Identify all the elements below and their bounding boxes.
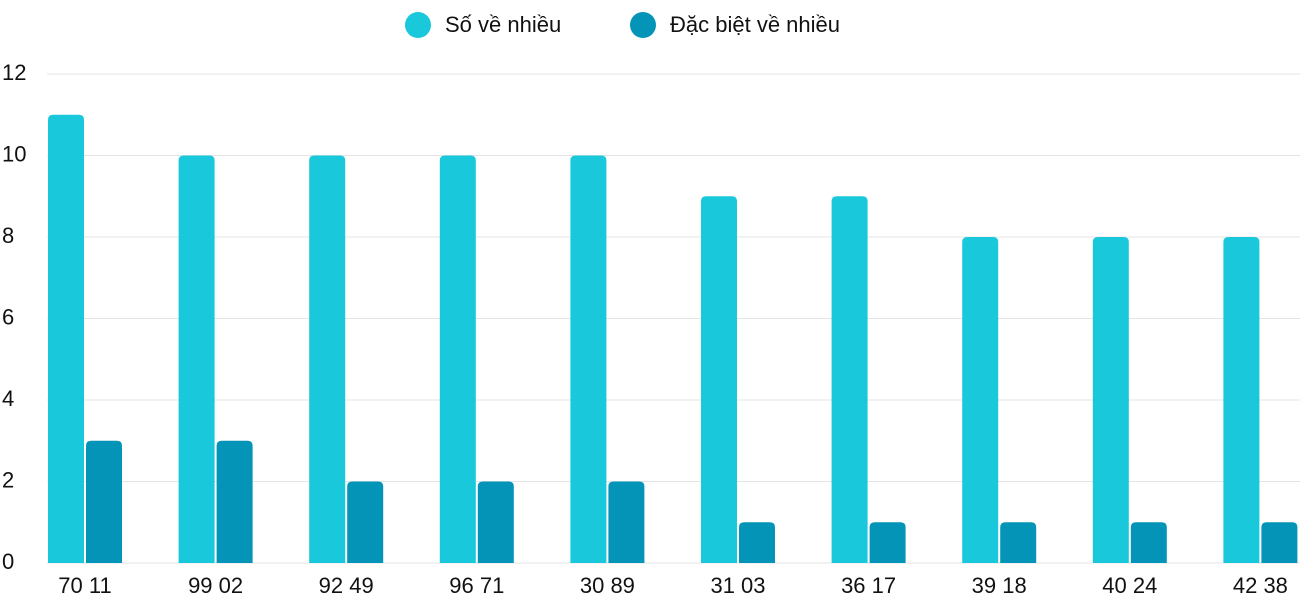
bar bbox=[347, 481, 384, 563]
bar bbox=[701, 196, 737, 563]
x-tick-label: 92 49 bbox=[319, 573, 374, 598]
x-tick-label: 31 03 bbox=[710, 573, 765, 598]
legend-marker bbox=[405, 12, 431, 38]
bar bbox=[477, 481, 514, 563]
bar bbox=[1092, 237, 1129, 563]
bar bbox=[439, 155, 476, 563]
bar bbox=[1223, 237, 1260, 563]
bar bbox=[1000, 522, 1037, 563]
x-tick-label: 70 11 bbox=[58, 573, 111, 598]
x-tick-label: 96 71 bbox=[449, 573, 504, 598]
bar bbox=[178, 155, 215, 563]
x-tick-label: 40 24 bbox=[1102, 573, 1157, 598]
y-tick-label: 4 bbox=[2, 386, 14, 411]
bar bbox=[48, 114, 84, 563]
bar bbox=[1261, 522, 1298, 563]
bar bbox=[608, 481, 645, 563]
bar bbox=[831, 196, 868, 563]
bar bbox=[962, 237, 999, 563]
y-tick-label: 10 bbox=[2, 141, 26, 166]
legend-marker bbox=[630, 12, 656, 38]
bar bbox=[570, 155, 607, 563]
x-tick-label: 36 17 bbox=[841, 573, 896, 598]
x-tick-label: 39 18 bbox=[972, 573, 1027, 598]
x-tick-label: 99 02 bbox=[188, 573, 243, 598]
bar bbox=[1130, 522, 1167, 563]
bar bbox=[86, 440, 122, 563]
bar bbox=[869, 522, 906, 563]
legend-label: Đặc biệt về nhiều bbox=[670, 12, 840, 37]
y-tick-label: 2 bbox=[2, 467, 14, 492]
x-tick-label: 30 89 bbox=[580, 573, 635, 598]
bar bbox=[309, 155, 346, 563]
x-tick-label: 42 38 bbox=[1233, 573, 1288, 598]
legend-label: Số về nhiều bbox=[445, 12, 561, 37]
y-tick-label: 6 bbox=[2, 304, 14, 329]
bar bbox=[739, 522, 775, 563]
y-tick-label: 12 bbox=[2, 60, 26, 85]
bar bbox=[216, 440, 253, 563]
y-tick-label: 8 bbox=[2, 223, 14, 248]
y-tick-label: 0 bbox=[2, 549, 14, 574]
